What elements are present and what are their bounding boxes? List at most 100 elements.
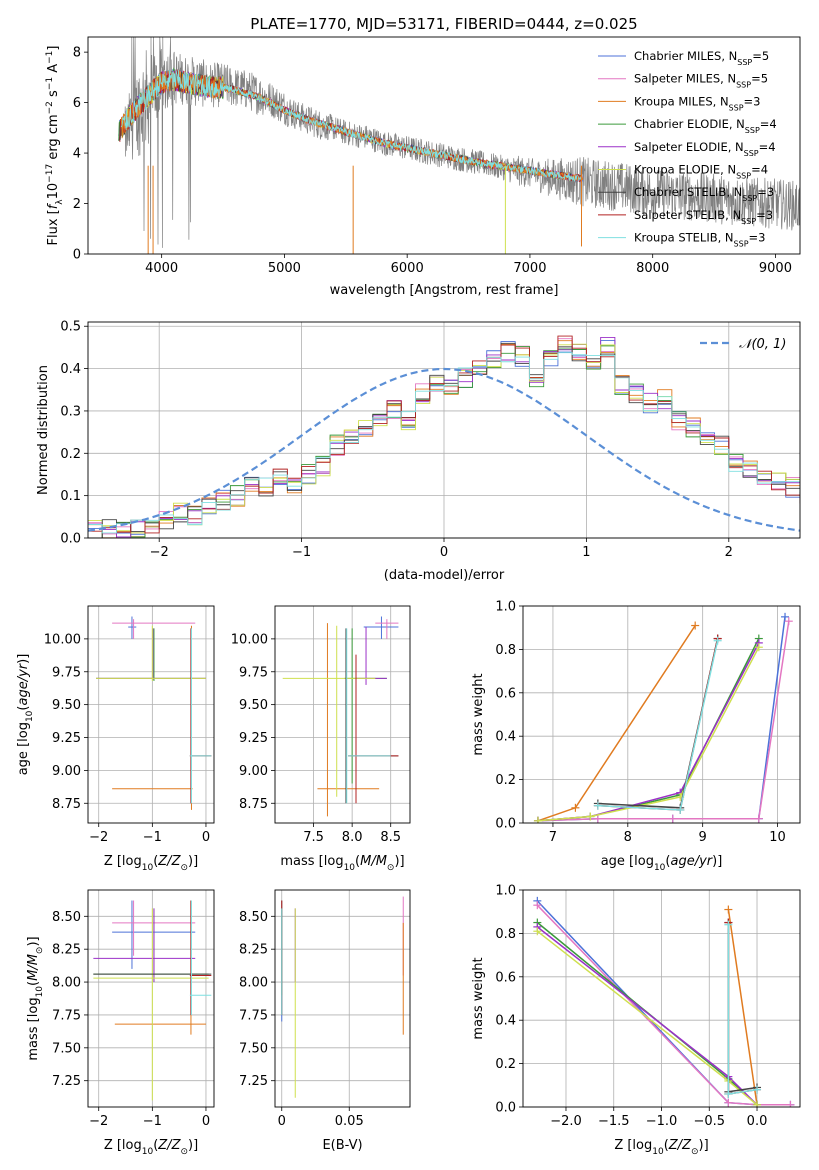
residuals-x-tick-label: 0 bbox=[440, 545, 448, 560]
legend-subscript: SSP bbox=[744, 148, 759, 157]
age_vs_Z-y-axis-label-part: 10 bbox=[25, 710, 35, 722]
age_vs_Z-y-tick-label: 8.75 bbox=[52, 797, 81, 812]
spectrum-y-axis-label: Flux [fλ10−17 erg cm−2 s−1 A−1] bbox=[45, 46, 65, 246]
mass_vs_Z-y-tick-label: 8.50 bbox=[52, 910, 81, 925]
massweight-Z-x-axis-label-part: Z [log bbox=[614, 1138, 652, 1153]
legend-subscript: SSP bbox=[736, 171, 751, 180]
mass_vs_ebv-axes: 0 0.05 7.25 7.50 7.75 8.00 8.25 8.50 bbox=[239, 890, 410, 1129]
mass_vs_Z-y-axis-label-part: M/M bbox=[26, 954, 41, 981]
age_vs_Z-y-tick-label: 9.25 bbox=[52, 731, 81, 746]
legend-count: =4 bbox=[751, 163, 768, 177]
age_vs_Z-x-axis-label-part: )] bbox=[188, 854, 198, 869]
massweight-age-x-axis-label-part: age [log bbox=[601, 854, 654, 869]
age_vs_Z-frame bbox=[87, 605, 215, 824]
residuals-marks bbox=[88, 335, 800, 538]
age_vs_Z-axes: −2 −1 0 8.75 9.00 9.25 9.50 9.75 10.00 bbox=[44, 606, 214, 845]
spectrum-x-tick-label: 4000 bbox=[145, 261, 178, 276]
mass-weight-line bbox=[727, 909, 758, 1105]
mass_vs_Z-y-axis-label-part: ⊙ bbox=[35, 947, 45, 955]
massweight_vs_age-y-tick-label: 0.2 bbox=[495, 773, 516, 788]
residuals-x-axis-label: (data-model)/error bbox=[384, 568, 505, 583]
legend-name: Kroupa MILES, N bbox=[634, 94, 729, 108]
massweight_vs_age-x-tick-label: 7 bbox=[549, 830, 557, 845]
mass-weight-line bbox=[537, 646, 760, 822]
residuals-x-tick-label: −1 bbox=[292, 545, 311, 560]
age_vs_Z-x-tick-label: 0 bbox=[202, 830, 210, 845]
massweight_vs_age-y-axis-label: mass weight bbox=[471, 673, 486, 755]
massweight_vs_age-frame bbox=[522, 605, 801, 824]
massweight_vs_Z-x-tick-label: −1.5 bbox=[598, 1114, 630, 1129]
massweight_vs_age-y-tick-label: 0.6 bbox=[495, 686, 516, 701]
massweight_vs_Z-x-tick-label: −2.0 bbox=[550, 1114, 582, 1129]
massweight_vs_age-x-tick-label: 9 bbox=[699, 830, 707, 845]
mass_vs_ebv-frame bbox=[274, 889, 411, 1108]
massweight-age-x-axis-label-part: )] bbox=[712, 854, 722, 869]
legend-entry: Chabrier ELODIE, NSSP=4 bbox=[634, 117, 777, 135]
massweight-Z-x-axis-label-part: 10 bbox=[652, 1147, 664, 1157]
massweight_vs_age-y-tick-label: 0.4 bbox=[495, 730, 516, 745]
legend-subscript: SSP bbox=[745, 126, 760, 135]
residuals-x-tick-label: 1 bbox=[582, 545, 590, 560]
spectrum-x-tick-label: 6000 bbox=[391, 261, 424, 276]
spectrum-y-axis-label-part: ] bbox=[46, 46, 61, 51]
spectrum-x-tick-label: 8000 bbox=[636, 261, 669, 276]
gaussian-curve bbox=[88, 367, 800, 532]
massweight_vs_Z-x-tick-label: −0.5 bbox=[693, 1114, 725, 1129]
legend-name: Chabrier MILES, N bbox=[634, 49, 737, 63]
age_vs_Z-y-axis-label: age [log10(age/yr)] bbox=[16, 654, 35, 776]
massweight_vs_Z-x-tick-label: −1.0 bbox=[646, 1114, 678, 1129]
mass_vs_Z-y-tick-label: 7.75 bbox=[52, 1008, 81, 1023]
mass_vs_ebv-y-tick-label: 8.00 bbox=[239, 976, 268, 991]
legend-count: =5 bbox=[752, 49, 769, 63]
massweight-Z-x-axis-label: Z [log10(Z/Z⊙)] bbox=[614, 1138, 708, 1157]
massweight-age-x-axis-label-part: age/yr bbox=[670, 854, 713, 869]
legend-name: Chabrier STELIB, N bbox=[634, 185, 742, 199]
massweight_vs_Z-y-tick-label: 0.0 bbox=[495, 1101, 516, 1116]
spectrum-y-axis-label-part: f bbox=[46, 202, 61, 209]
legend-entry: Chabrier MILES, NSSP=5 bbox=[634, 49, 769, 67]
histogram-step-line bbox=[88, 342, 800, 538]
legend-subscript: SSP bbox=[736, 80, 751, 89]
gaussian-legend-label: 𝒩(0, 1) bbox=[739, 337, 786, 352]
age_vs_mass-y-tick-label: 10.00 bbox=[231, 632, 268, 647]
mass_vs_ebv-y-tick-label: 7.50 bbox=[239, 1041, 268, 1056]
age_vs_mass-x-tick-label: 7.5 bbox=[303, 830, 324, 845]
massweight-Z-x-axis-label-part: ⊙ bbox=[691, 1147, 699, 1157]
residuals-frame bbox=[87, 321, 801, 539]
mass_vs_Z-axes: −2 −1 0 7.25 7.50 7.75 8.00 8.25 8.50 bbox=[52, 890, 214, 1129]
spectrum-y-axis-label-part: −1 bbox=[45, 51, 55, 64]
spectrum-x-axis-label: wavelength [Angstrom, rest frame] bbox=[330, 283, 559, 298]
age_vs_Z-x-axis-label-part: ( bbox=[153, 854, 158, 869]
plot-layer: 4000 5000 6000 7000 8000 900002468wavelength … bbox=[16, 36, 801, 1157]
age_vs_mass-x-axis-label-part: )] bbox=[394, 854, 404, 869]
massweight_vs_age-y-tick-label: 0.8 bbox=[495, 643, 516, 658]
massweight_vs_age-y-tick-label: 1.0 bbox=[495, 600, 516, 615]
spectrum-y-axis-label-part: −17 bbox=[45, 164, 55, 183]
legend-count: =3 bbox=[744, 94, 761, 108]
age_vs_Z-marks bbox=[96, 616, 212, 810]
residuals-y-tick-label: 0.2 bbox=[60, 447, 81, 462]
legend-subscript: SSP bbox=[741, 216, 756, 225]
mass_vs_Z-frame bbox=[87, 889, 215, 1108]
legend-count: =3 bbox=[757, 185, 774, 199]
mass_vs_Z-x-axis-label: Z [log10(Z/Z⊙)] bbox=[104, 1138, 198, 1157]
legend-name: Salpeter STELIB, N bbox=[634, 208, 741, 222]
massweight-age-x-axis-label-part: ( bbox=[665, 854, 670, 869]
age_vs_Z-y-tick-label: 9.75 bbox=[52, 665, 81, 680]
legend-subscript: SSP bbox=[742, 194, 757, 203]
legend-name: Kroupa STELIB, N bbox=[634, 231, 734, 245]
legend-entry: Chabrier STELIB, NSSP=3 bbox=[634, 185, 774, 203]
legend-subscript: SSP bbox=[729, 103, 744, 112]
massweight_vs_age-y-tick-label: 0.0 bbox=[495, 817, 516, 832]
figure-title: PLATE=1770, MJD=53171, FIBERID=0444, z=0… bbox=[250, 15, 637, 33]
legend-entry: Salpeter MILES, NSSP=5 bbox=[634, 72, 768, 90]
legend-subscript: SSP bbox=[734, 239, 749, 248]
residuals-y-tick-label: 0.3 bbox=[60, 404, 81, 419]
massweight_vs_Z-y-tick-label: 1.0 bbox=[495, 884, 516, 899]
residuals-x-tick-label: 2 bbox=[725, 545, 733, 560]
massweight_vs_age-marks bbox=[533, 612, 793, 823]
legend-count: =4 bbox=[760, 117, 777, 131]
age_vs_mass-frame bbox=[274, 605, 411, 824]
legend-count: =5 bbox=[751, 72, 768, 86]
age_vs_Z-y-axis-label-part: )] bbox=[16, 654, 31, 664]
